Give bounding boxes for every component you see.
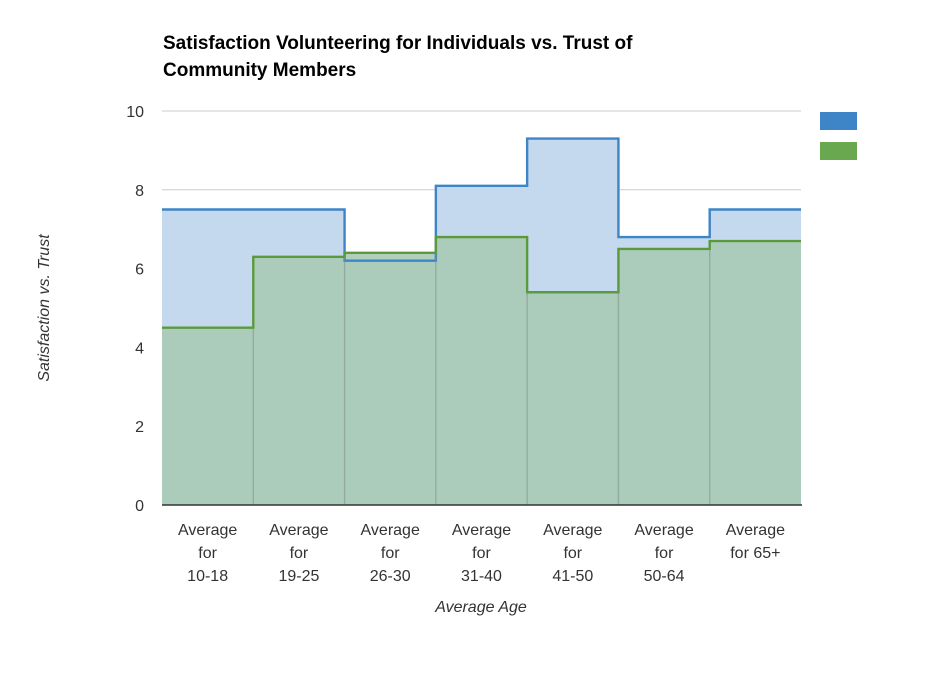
x-tick-label: Average for 65+: [726, 522, 785, 562]
y-tick-label: 0: [135, 498, 144, 515]
series-1-line: [162, 137, 801, 262]
y-tick-label: 4: [135, 340, 144, 357]
x-tick-label: Average for 31-40: [452, 522, 511, 585]
y-tick-labels: 0 2 4 6 8 10: [126, 104, 144, 515]
y-axis-title: Satisfaction vs. Trust: [36, 234, 53, 382]
chart-title: Satisfaction Volunteering for Individual…: [163, 30, 763, 84]
y-tick-label: 6: [135, 262, 144, 279]
legend-swatch-series-1: [820, 112, 857, 130]
y-tick-label: 10: [126, 104, 144, 121]
legend-swatch-series-2: [820, 142, 857, 160]
x-tick-label: Average for 10-18: [178, 522, 237, 585]
series-2-area: [162, 237, 801, 505]
x-tick-label: Average for 50-64: [634, 522, 693, 585]
legend: [820, 112, 857, 160]
series-areas: [162, 138, 801, 505]
series-2-line: [162, 235, 801, 329]
chart-title-line-2: Community Members: [163, 60, 357, 81]
x-tick-label: Average for 19-25: [269, 522, 328, 585]
series-lines: [162, 137, 801, 329]
x-axis-title: Average Age: [434, 599, 527, 616]
x-tick-label: Average for 41-50: [543, 522, 602, 585]
x-tick-labels: Average for 10-18 Average for 19-25 Average for…: [178, 522, 785, 585]
y-tick-label: 8: [135, 183, 144, 200]
category-separators: [252, 248, 711, 505]
chart-title-line-1: Satisfaction Volunteering for Individual…: [163, 33, 633, 54]
y-tick-label: 2: [135, 419, 144, 436]
x-tick-label: Average for 26-30: [361, 522, 420, 585]
